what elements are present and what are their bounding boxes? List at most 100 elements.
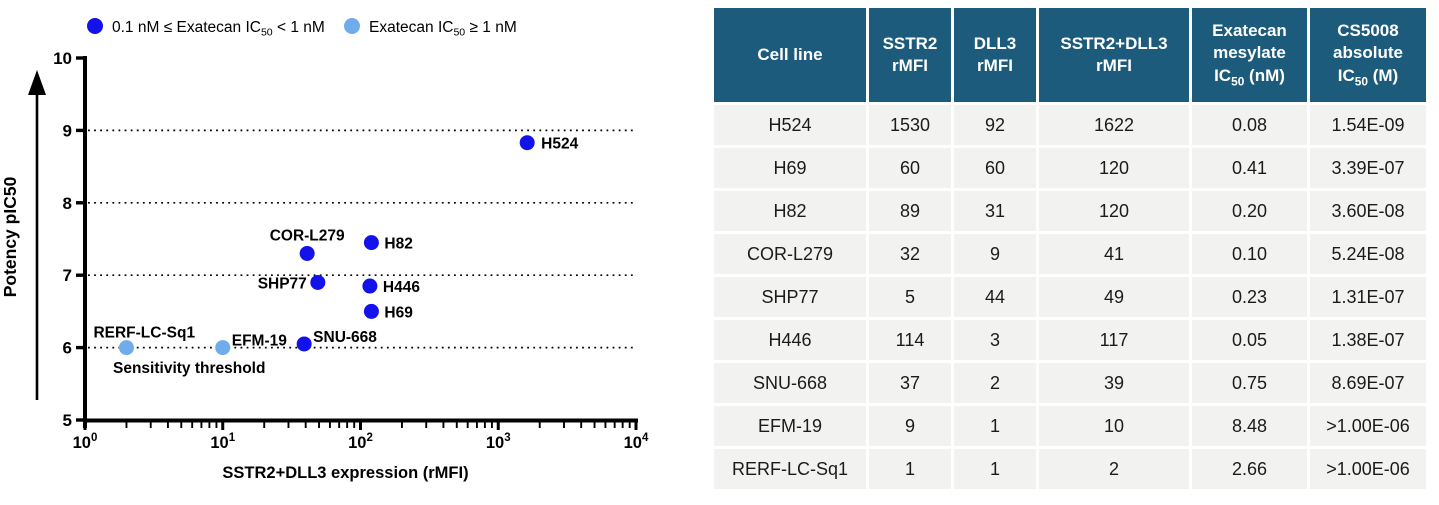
table-cell: 60 — [954, 148, 1036, 188]
data-point-SHP77 — [310, 274, 326, 290]
legend-label-0: 0.1 nM ≤ Exatecan IC50​ < 1 nM — [112, 19, 325, 39]
y-axis-title: Potency pIC50 — [0, 176, 20, 297]
table-cell: 8.48 — [1192, 406, 1307, 446]
legend-marker-icon-0 — [87, 18, 103, 34]
sensitivity-threshold-label: Sensitivity threshold — [113, 360, 265, 377]
table-cell: 1.38E-07 — [1310, 320, 1426, 360]
table-cell: 0.75 — [1192, 363, 1307, 403]
column-header-1: SSTR2 rMFI — [869, 8, 951, 102]
legend-label-1: Exatecan IC50​ ≥ 1 nM — [369, 19, 517, 39]
cell-line-data-table: Cell line SSTR2 rMFI DLL3 rMFI SSTR2+DLL3 rMFI… — [711, 5, 1429, 492]
data-point-H69 — [363, 303, 379, 319]
y-tick-label-10: 10 — [53, 49, 72, 68]
column-header-2: DLL3 rMFI — [954, 8, 1036, 102]
table-header-row: Cell line SSTR2 rMFI DLL3 rMFI SSTR2+DLL3 rMFI… — [714, 8, 1426, 102]
point-label-H82: H82 — [384, 236, 412, 253]
table-cell: 0.41 — [1192, 148, 1307, 188]
cell-line-name: RERF-LC-Sq1 — [714, 449, 866, 489]
y-tick-label-5: 5 — [63, 411, 72, 430]
table-row-COR-L279: COR-L279 32 9 41 0.10 5.24E-08 — [714, 234, 1426, 274]
table-cell: 120 — [1039, 148, 1189, 188]
point-label-COR-L279: COR-L279 — [270, 227, 345, 244]
table-cell: 44 — [954, 277, 1036, 317]
column-header-0: Cell line — [714, 8, 866, 102]
table-cell: 37 — [869, 363, 951, 403]
table-cell: 1 — [869, 449, 951, 489]
table-cell: 3.60E-08 — [1310, 191, 1426, 231]
data-point-EFM-19 — [215, 340, 231, 356]
table-cell: 0.08 — [1192, 105, 1307, 145]
cell-line-name: H446 — [714, 320, 866, 360]
scatter-plot: 5 6 7 8 9 10 100 101 102 103 104 Potency pIC50 SSTR2… — [0, 18, 649, 482]
scatter-plot-panel: 5 6 7 8 9 10 100 101 102 103 104 Potency pIC50 SSTR2… — [0, 0, 692, 500]
x-tick-label-10e1: 101 — [210, 432, 235, 452]
table-cell: 1 — [954, 449, 1036, 489]
table-cell: 92 — [954, 105, 1036, 145]
x-tick-label-10e0: 100 — [73, 432, 98, 452]
table-cell: 49 — [1039, 277, 1189, 317]
table-cell: 1 — [954, 406, 1036, 446]
legend-marker-icon-1 — [344, 18, 360, 34]
table-cell: 114 — [869, 320, 951, 360]
cell-line-name: H82 — [714, 191, 866, 231]
y-tick-label-9: 9 — [63, 121, 72, 140]
table-cell: >1.00E-06 — [1310, 406, 1426, 446]
column-header-3: SSTR2+DLL3 rMFI — [1039, 8, 1189, 102]
table-cell: 0.10 — [1192, 234, 1307, 274]
table-cell: 1.31E-07 — [1310, 277, 1426, 317]
point-label-H524: H524 — [541, 136, 578, 153]
column-header-4: Exatecan mesylate IC50 (nM) — [1192, 8, 1307, 102]
table-cell: 2 — [954, 363, 1036, 403]
data-point-H82 — [363, 235, 379, 251]
point-label-H69: H69 — [384, 304, 413, 321]
table-row-RERF-LC-Sq1: RERF-LC-Sq1 1 1 2 2.66 >1.00E-06 — [714, 449, 1426, 489]
table-cell: >1.00E-06 — [1310, 449, 1426, 489]
table-cell: 8.69E-07 — [1310, 363, 1426, 403]
table-row-SHP77: SHP77 5 44 49 0.23 1.31E-07 — [714, 277, 1426, 317]
column-header-5: CS5008 absolute IC50 (M) — [1310, 8, 1426, 102]
table-row-H69: H69 60 60 120 0.41 3.39E-07 — [714, 148, 1426, 188]
cell-line-name: H524 — [714, 105, 866, 145]
table-cell: 32 — [869, 234, 951, 274]
cell-line-name: H69 — [714, 148, 866, 188]
x-tick-label-10e4: 104 — [624, 432, 649, 452]
y-axis-arrow-head-icon — [28, 70, 46, 95]
table-cell: 5 — [869, 277, 951, 317]
point-label-EFM-19: EFM-19 — [232, 333, 288, 350]
table-cell: 89 — [869, 191, 951, 231]
table-cell: 3 — [954, 320, 1036, 360]
y-tick-label-6: 6 — [63, 339, 72, 358]
table-cell: 2.66 — [1192, 449, 1307, 489]
data-point-COR-L279 — [299, 245, 315, 261]
table-cell: 10 — [1039, 406, 1189, 446]
table-cell: 31 — [954, 191, 1036, 231]
point-label-H446: H446 — [383, 279, 420, 296]
cell-line-name: COR-L279 — [714, 234, 866, 274]
table-cell: 0.05 — [1192, 320, 1307, 360]
data-point-RERF-LC-Sq1 — [118, 340, 134, 356]
table-cell: 2 — [1039, 449, 1189, 489]
data-point-H524 — [519, 135, 535, 151]
table-cell: 1530 — [869, 105, 951, 145]
table-cell: 41 — [1039, 234, 1189, 274]
table-row-H446: H446 114 3 117 0.05 1.38E-07 — [714, 320, 1426, 360]
table-cell: 1.54E-09 — [1310, 105, 1426, 145]
point-label-SNU-668: SNU-668 — [313, 329, 377, 346]
table-cell: 117 — [1039, 320, 1189, 360]
table-cell: 0.20 — [1192, 191, 1307, 231]
table-cell: 9 — [869, 406, 951, 446]
point-label-RERF-LC-Sq1: RERF-LC-Sq1 — [93, 325, 195, 342]
table-cell: 1622 — [1039, 105, 1189, 145]
table-cell: 5.24E-08 — [1310, 234, 1426, 274]
table-cell: 120 — [1039, 191, 1189, 231]
table-row-H82: H82 89 31 120 0.20 3.60E-08 — [714, 191, 1426, 231]
x-axis-title: SSTR2+DLL3 expression (rMFI) — [222, 464, 468, 482]
cell-line-name: SNU-668 — [714, 363, 866, 403]
table-cell: 60 — [869, 148, 951, 188]
table-cell: 39 — [1039, 363, 1189, 403]
table-cell: 9 — [954, 234, 1036, 274]
table-cell: 3.39E-07 — [1310, 148, 1426, 188]
table-row-EFM-19: EFM-19 9 1 10 8.48 >1.00E-06 — [714, 406, 1426, 446]
x-tick-label-10e3: 103 — [486, 432, 511, 452]
cell-line-name: SHP77 — [714, 277, 866, 317]
